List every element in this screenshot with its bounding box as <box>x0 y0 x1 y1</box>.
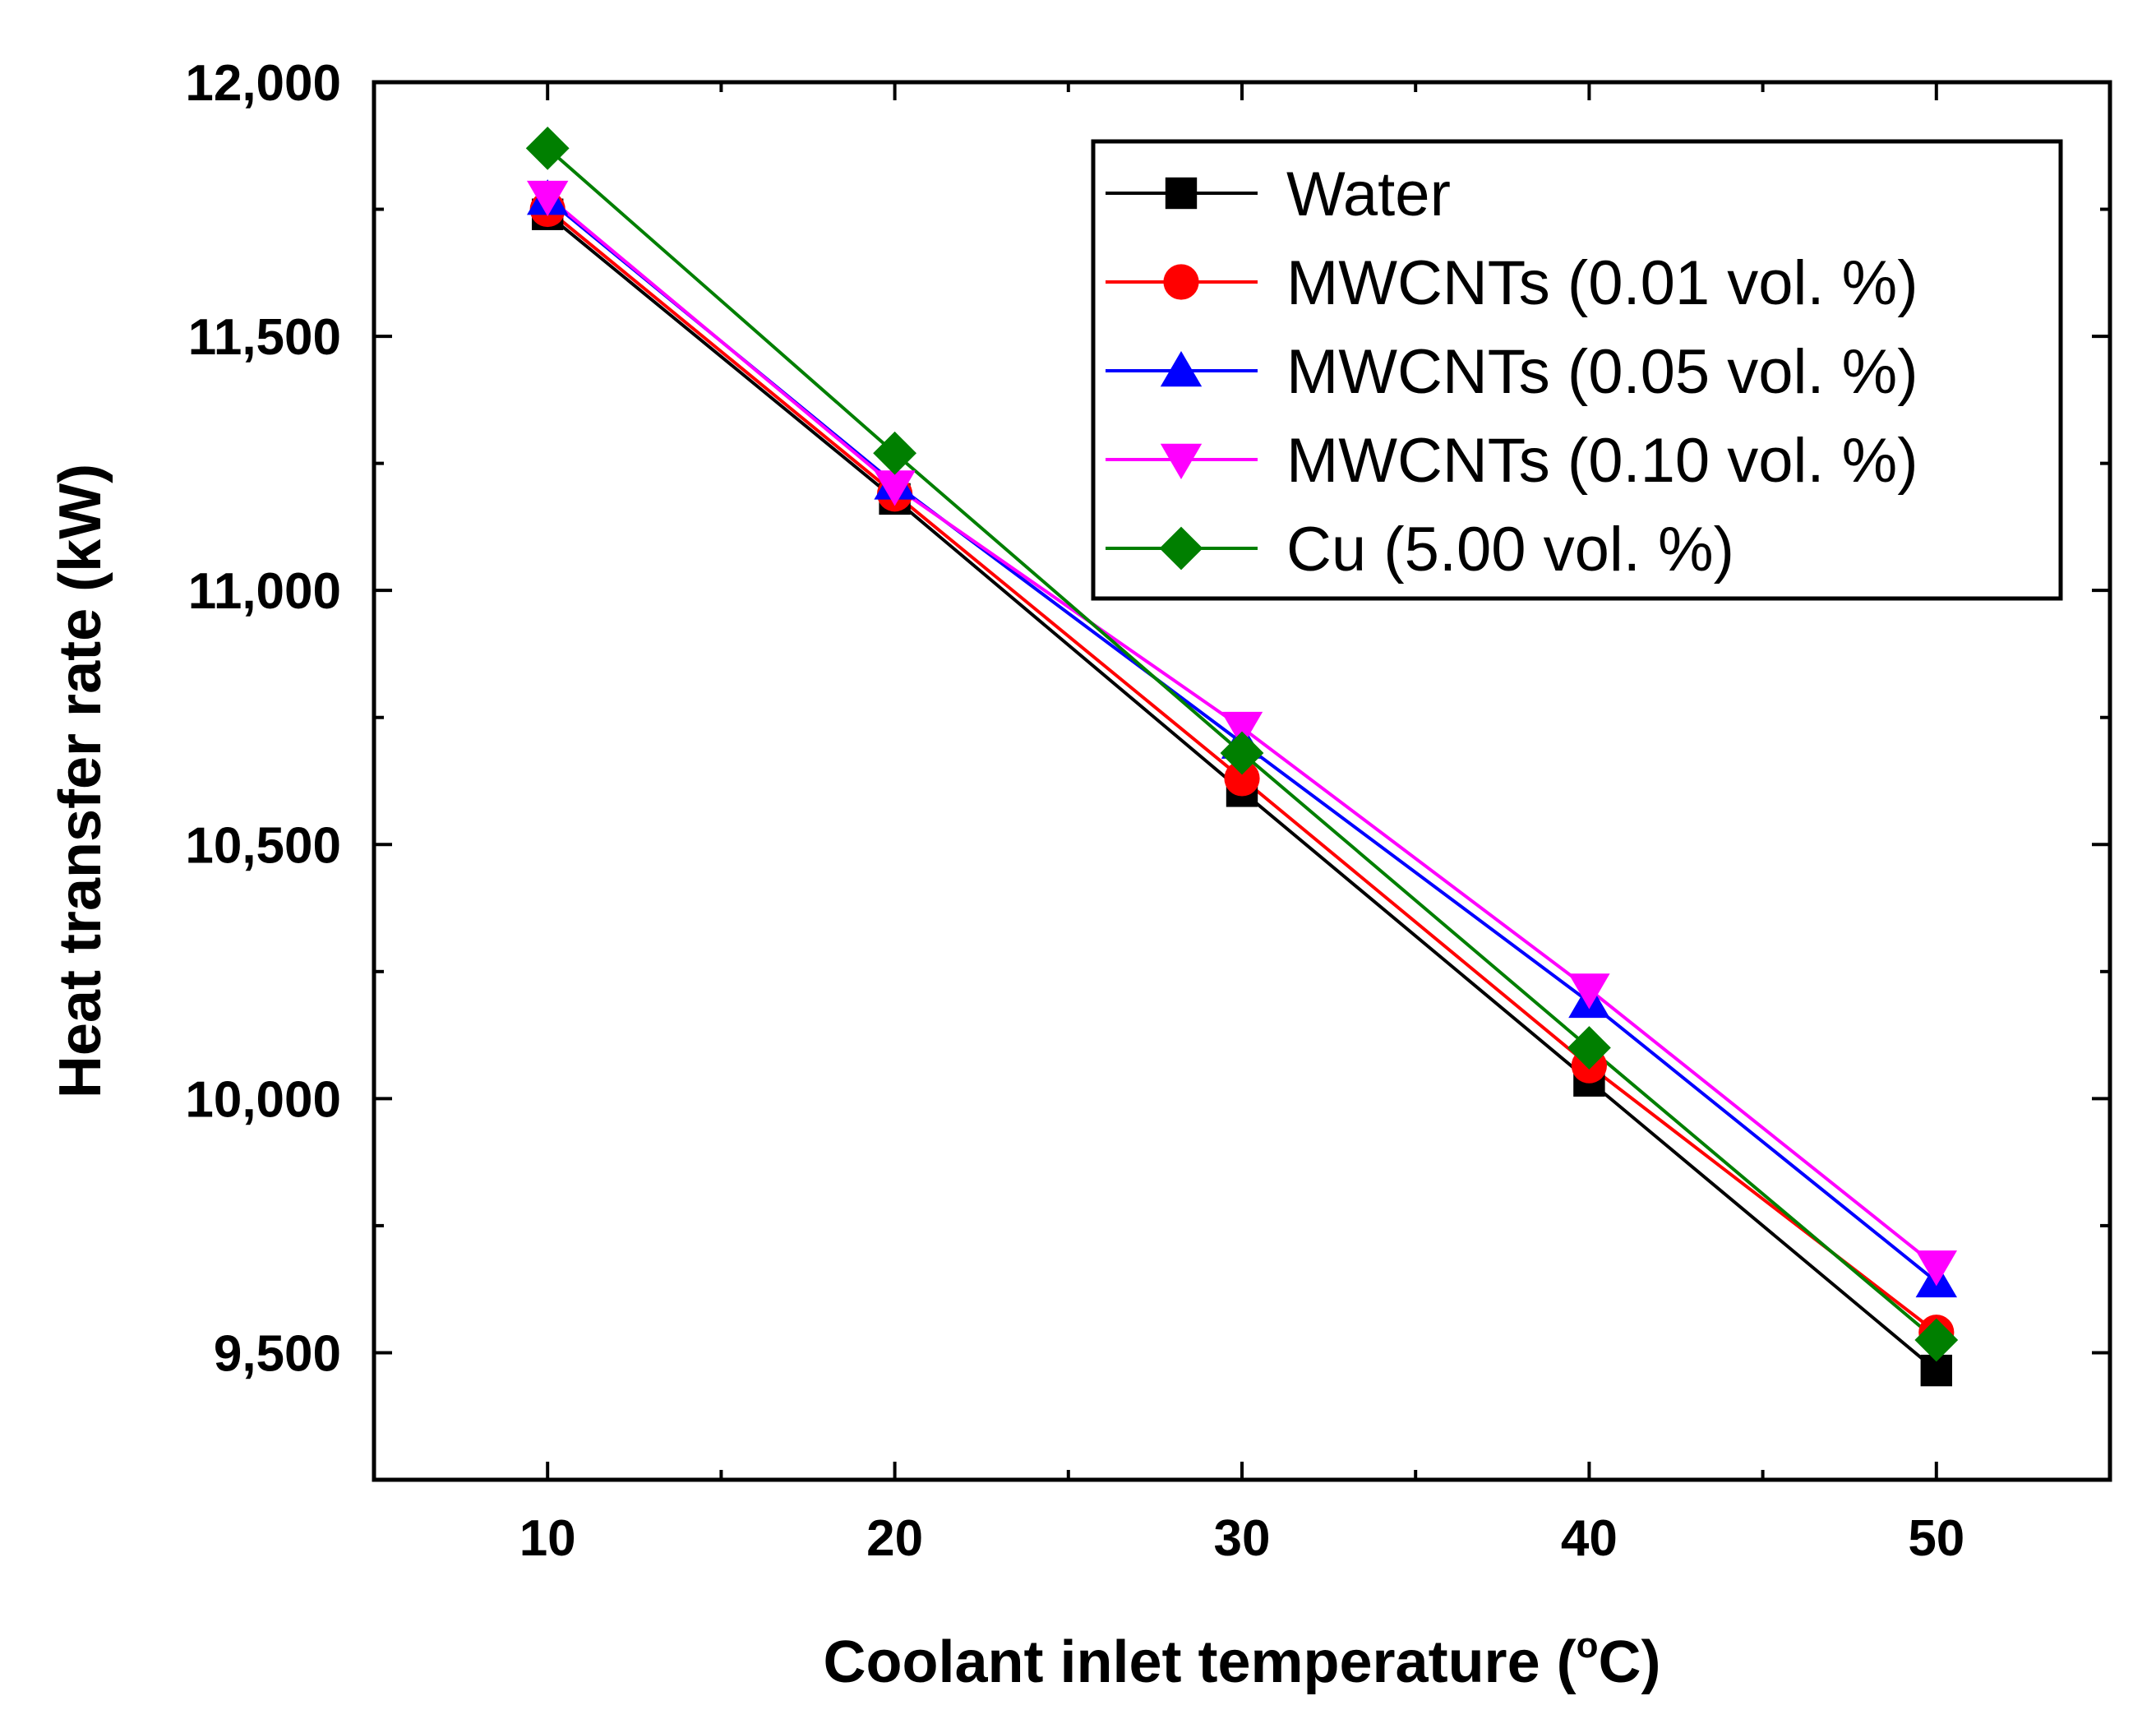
axis-tick-labels: 10 20 30 40 50 9,500 10,000 10,500 11,000 11,500 1… <box>185 55 1964 1567</box>
data-point <box>1567 1026 1611 1070</box>
legend-label: Cu (5.00 vol. %) <box>1286 515 1734 585</box>
legend-label: MWCNTs (0.01 vol. %) <box>1286 248 1918 318</box>
data-point <box>1914 1318 1959 1362</box>
data-point <box>1224 760 1260 797</box>
data-point <box>1221 711 1263 748</box>
data-point <box>525 126 570 170</box>
x-tick-label: 50 <box>1908 1510 1964 1567</box>
x-tick-label: 10 <box>519 1510 576 1567</box>
y-tick-label: 9,500 <box>214 1325 341 1382</box>
y-tick-label: 10,000 <box>185 1071 341 1128</box>
legend-label: MWCNTs (0.10 vol. %) <box>1286 426 1918 496</box>
y-tick-label: 10,500 <box>185 817 341 874</box>
data-point <box>873 431 916 475</box>
data-point <box>1568 973 1610 1010</box>
legend-marker <box>1165 177 1198 210</box>
x-tick-label: 30 <box>1214 1510 1271 1567</box>
legend-marker <box>1159 526 1203 571</box>
x-axis-title: Coolant inlet temperature (oC) <box>824 1625 1661 1695</box>
legend-label: Water <box>1286 159 1451 229</box>
data-point <box>1220 731 1264 775</box>
y-tick-label: 12,000 <box>185 55 341 112</box>
axis-ticks <box>372 81 2112 1481</box>
legend-label: MWCNTs (0.05 vol. %) <box>1286 337 1918 407</box>
legend-marker <box>1160 351 1203 387</box>
y-axis-title: Heat transfer rate (kW) <box>48 464 113 1098</box>
series-markers <box>525 126 1959 1387</box>
y-tick-label: 11,000 <box>188 563 341 620</box>
data-point <box>874 470 916 506</box>
x-tick-label: 20 <box>866 1510 923 1567</box>
x-axis-title-text: Coolant inlet temperature ( <box>824 1629 1577 1695</box>
data-point <box>1915 1250 1957 1287</box>
x-tick-label: 40 <box>1561 1510 1618 1567</box>
y-tick-label: 11,500 <box>188 309 341 366</box>
x-axis-title-degree: o <box>1577 1625 1599 1666</box>
legend-items: Water MWCNTs (0.01 vol. %) MWCNTs (0.05 vo… <box>1106 159 1918 585</box>
legend: Water MWCNTs (0.01 vol. %) MWCNTs (0.05 vo… <box>1091 139 2063 601</box>
legend-marker <box>1160 443 1203 479</box>
data-point <box>527 180 569 217</box>
x-axis-title-unit: C) <box>1599 1629 1661 1695</box>
legend-marker <box>1163 264 1199 300</box>
